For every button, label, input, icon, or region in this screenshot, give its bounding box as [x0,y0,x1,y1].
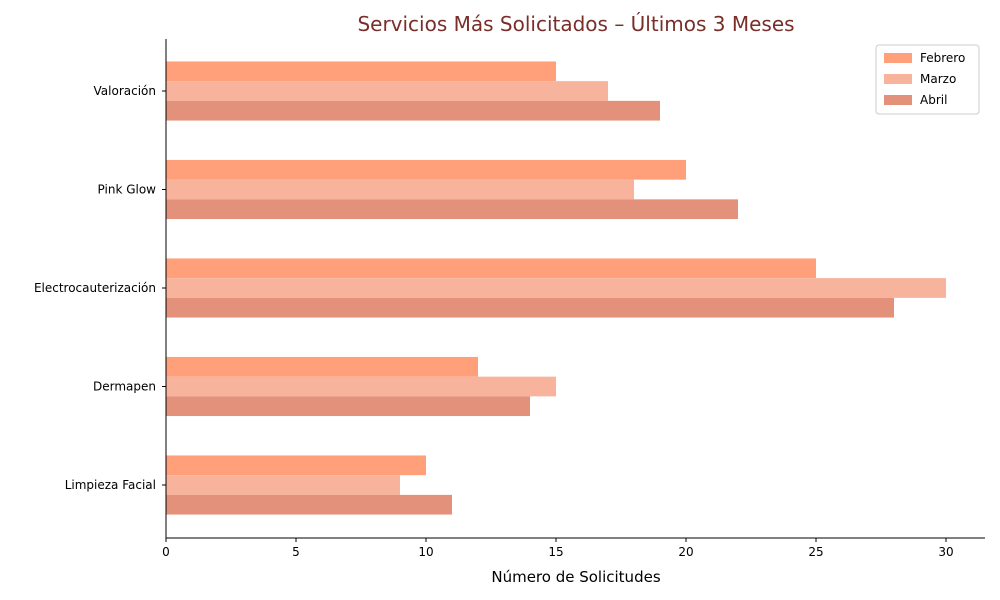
bar-marzo-dermapen [166,376,556,397]
bar-marzo-valoración [166,81,608,101]
x-tick-label: 15 [548,545,563,559]
legend-label-febrero: Febrero [920,51,965,65]
y-tick-label: Electrocauterización [34,281,156,295]
x-tick-label: 0 [162,545,170,559]
x-tick-label: 10 [418,545,433,559]
x-tick-label: 5 [292,545,300,559]
legend-swatch-abril [884,95,912,105]
bar-abril-valoración [166,100,660,121]
bar-febrero-limpieza-facial [166,455,426,476]
bar-febrero-valoración [166,61,556,82]
legend: Febrero Marzo Abril [875,44,980,115]
y-tick-label: Limpieza Facial [65,478,156,492]
y-tick-label: Dermapen [93,380,156,394]
x-tick-label: 25 [808,545,823,559]
bar-marzo-electrocauterización [166,278,946,298]
chart-title: Servicios Más Solicitados – Últimos 3 Me… [357,12,794,36]
legend-label-marzo: Marzo [920,72,956,86]
bar-marzo-limpieza-facial [166,475,400,495]
bars-group [166,61,946,515]
legend-swatch-marzo [884,74,912,84]
x-tick-label: 20 [678,545,693,559]
y-tick-label: Pink Glow [98,183,157,197]
bar-febrero-dermapen [166,356,478,377]
x-tick-label: 30 [938,545,953,559]
y-tick-label: Valoración [94,84,156,98]
bar-febrero-pink-glow [166,159,686,180]
bar-febrero-electrocauterización [166,258,816,279]
bar-abril-pink-glow [166,199,738,220]
x-axis-label: Número de Solicitudes [491,568,660,586]
bar-abril-limpieza-facial [166,494,452,515]
legend-label-abril: Abril [920,93,947,107]
bar-marzo-pink-glow [166,179,634,200]
legend-swatch-febrero [884,53,912,63]
bar-abril-electrocauterización [166,297,894,318]
ticks-group: 0 5 10 15 20 25 30 Limpieza Facial Dermapen Elect… [34,84,954,559]
bar-abril-dermapen [166,396,530,417]
